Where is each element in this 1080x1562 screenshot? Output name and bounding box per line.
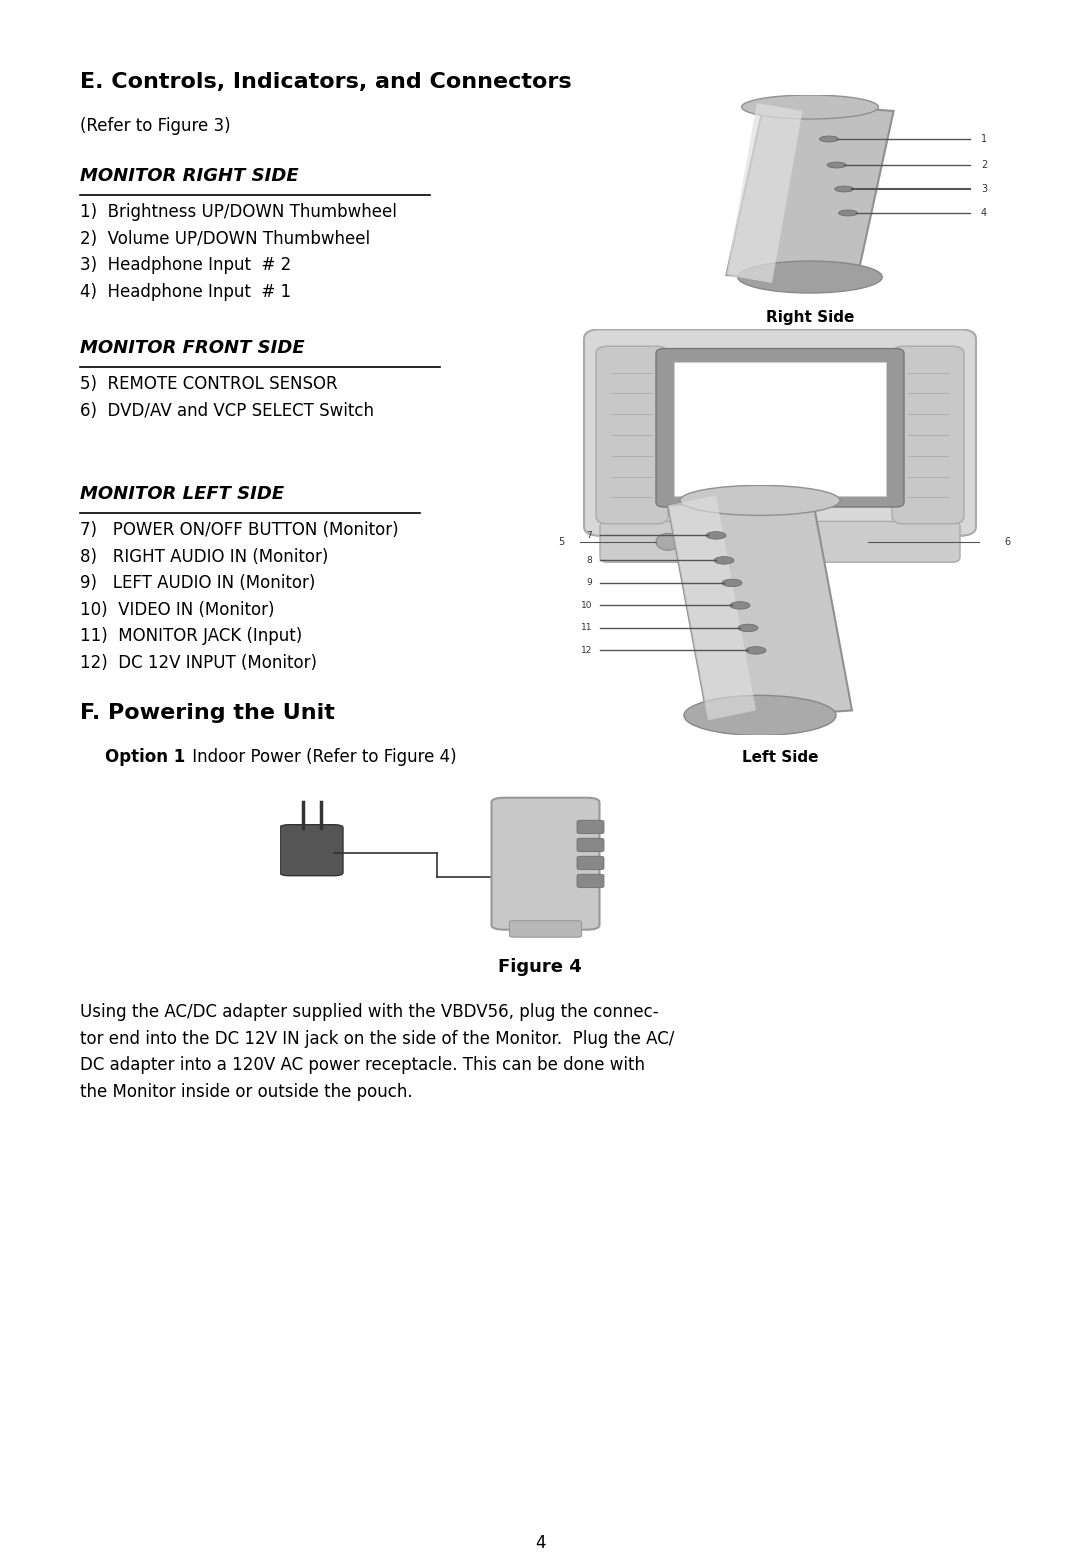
Text: 11: 11 <box>580 623 592 633</box>
Text: 3: 3 <box>981 184 987 194</box>
Text: 12)  DC 12V INPUT (Monitor): 12) DC 12V INPUT (Monitor) <box>80 654 318 672</box>
Ellipse shape <box>730 601 750 609</box>
Text: 11)  MONITOR JACK (Input): 11) MONITOR JACK (Input) <box>80 628 302 645</box>
Text: Figure 4: Figure 4 <box>498 958 582 976</box>
Text: 12: 12 <box>581 647 592 654</box>
Ellipse shape <box>714 556 734 564</box>
Text: MONITOR LEFT SIDE: MONITOR LEFT SIDE <box>80 486 284 503</box>
Ellipse shape <box>656 533 680 550</box>
FancyBboxPatch shape <box>596 347 669 523</box>
FancyBboxPatch shape <box>577 856 604 870</box>
FancyBboxPatch shape <box>577 839 604 851</box>
Text: 5)  REMOTE CONTROL SENSOR: 5) REMOTE CONTROL SENSOR <box>80 375 338 394</box>
Text: 3)  Headphone Input  # 2: 3) Headphone Input # 2 <box>80 256 292 273</box>
Text: Front Side: Front Side <box>735 584 824 600</box>
FancyBboxPatch shape <box>577 820 604 834</box>
Text: 7: 7 <box>586 531 592 540</box>
Text: MONITOR FRONT SIDE: MONITOR FRONT SIDE <box>80 339 305 358</box>
Ellipse shape <box>738 261 882 294</box>
Text: 6)  DVD/AV and VCP SELECT Switch: 6) DVD/AV and VCP SELECT Switch <box>80 401 374 420</box>
Text: 2)  Volume UP/DOWN Thumbwheel: 2) Volume UP/DOWN Thumbwheel <box>80 230 370 247</box>
Text: 9)   LEFT AUDIO IN (Monitor): 9) LEFT AUDIO IN (Monitor) <box>80 575 315 592</box>
Ellipse shape <box>706 531 726 539</box>
FancyBboxPatch shape <box>600 522 960 562</box>
Text: Indoor Power (Refer to Figure 4): Indoor Power (Refer to Figure 4) <box>187 748 457 767</box>
Text: 5: 5 <box>557 537 564 547</box>
Text: 4: 4 <box>535 1534 545 1553</box>
Text: 2: 2 <box>981 159 987 170</box>
FancyBboxPatch shape <box>577 875 604 887</box>
Text: 7)   POWER ON/OFF BUTTON (Monitor): 7) POWER ON/OFF BUTTON (Monitor) <box>80 522 399 539</box>
Ellipse shape <box>684 695 836 736</box>
Text: E. Controls, Indicators, and Connectors: E. Controls, Indicators, and Connectors <box>80 72 571 92</box>
Ellipse shape <box>838 209 858 216</box>
Ellipse shape <box>742 95 878 119</box>
Text: 4)  Headphone Input  # 1: 4) Headphone Input # 1 <box>80 283 292 300</box>
Text: the Monitor inside or outside the pouch.: the Monitor inside or outside the pouch. <box>80 1082 413 1101</box>
Text: Right Side: Right Side <box>766 309 854 325</box>
Ellipse shape <box>738 625 758 631</box>
Text: 8)   RIGHT AUDIO IN (Monitor): 8) RIGHT AUDIO IN (Monitor) <box>80 548 328 565</box>
Ellipse shape <box>746 647 766 654</box>
Text: MONITOR RIGHT SIDE: MONITOR RIGHT SIDE <box>80 167 299 184</box>
Ellipse shape <box>680 486 840 515</box>
Text: DC adapter into a 120V AC power receptacle. This can be done with: DC adapter into a 120V AC power receptac… <box>80 1056 645 1075</box>
Text: 6: 6 <box>1004 537 1010 547</box>
Polygon shape <box>669 495 756 720</box>
Text: Left Side: Left Side <box>742 750 819 765</box>
Polygon shape <box>727 103 802 283</box>
Ellipse shape <box>820 136 838 142</box>
Text: 1)  Brightness UP/DOWN Thumbwheel: 1) Brightness UP/DOWN Thumbwheel <box>80 203 396 220</box>
Text: 1: 1 <box>981 134 987 144</box>
FancyBboxPatch shape <box>491 798 599 929</box>
Text: tor end into the DC 12V IN jack on the side of the Monitor.  Plug the AC/: tor end into the DC 12V IN jack on the s… <box>80 1029 674 1048</box>
Text: Using the AC/DC adapter supplied with the VBDV56, plug the connec-: Using the AC/DC adapter supplied with th… <box>80 1003 659 1022</box>
FancyBboxPatch shape <box>510 920 581 937</box>
FancyBboxPatch shape <box>674 362 886 497</box>
Ellipse shape <box>827 162 846 169</box>
Text: 4: 4 <box>981 208 987 219</box>
Polygon shape <box>669 495 852 720</box>
Text: 10: 10 <box>580 601 592 609</box>
Text: 9: 9 <box>586 578 592 587</box>
FancyBboxPatch shape <box>656 348 904 508</box>
Ellipse shape <box>723 580 742 587</box>
Text: 8: 8 <box>586 556 592 565</box>
FancyBboxPatch shape <box>280 825 343 876</box>
Text: Option 1: Option 1 <box>105 748 186 767</box>
Polygon shape <box>727 102 893 284</box>
Text: 10)  VIDEO IN (Monitor): 10) VIDEO IN (Monitor) <box>80 601 274 619</box>
FancyBboxPatch shape <box>892 347 964 523</box>
Text: (Refer to Figure 3): (Refer to Figure 3) <box>80 117 231 134</box>
FancyBboxPatch shape <box>584 330 976 536</box>
Ellipse shape <box>835 186 853 192</box>
Text: F. Powering the Unit: F. Powering the Unit <box>80 703 335 723</box>
